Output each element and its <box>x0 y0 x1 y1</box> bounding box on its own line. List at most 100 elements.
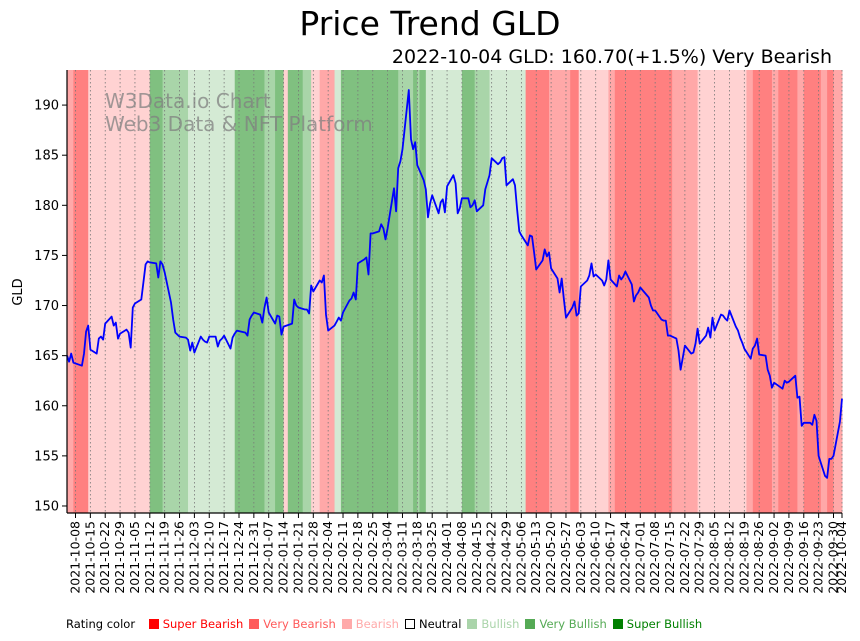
x-tick-label: 2022-02-18 <box>350 521 365 594</box>
legend-swatch <box>148 619 159 629</box>
rating-band <box>578 70 609 513</box>
legend-item: Super Bearish <box>148 617 244 631</box>
x-tick-label: 2021-12-31 <box>246 521 261 594</box>
rating-band <box>608 70 616 513</box>
y-tick-label: 155 <box>34 449 59 464</box>
x-tick-label: 2022-05-27 <box>558 521 573 594</box>
price-line <box>66 89 843 479</box>
x-tick-label: 2022-06-03 <box>573 521 588 594</box>
rating-band <box>803 70 822 513</box>
legend-item-label: Bullish <box>481 617 520 631</box>
x-tick-label: 2022-01-28 <box>305 521 320 594</box>
watermark-line-2: Web3 Data & NFT Platform <box>105 112 373 136</box>
rating-band <box>820 70 828 513</box>
x-tick-label: 2021-12-10 <box>201 521 216 594</box>
x-tick-label: 2021-10-15 <box>82 521 97 594</box>
vertical-gridlines <box>75 70 843 513</box>
rating-band <box>275 70 285 513</box>
rating-band <box>370 70 399 513</box>
rating-band <box>797 70 805 513</box>
y-axis-ticks: 150 155 160 165 170 175 180 185 190 <box>34 99 67 514</box>
x-tick-label: 2022-05-13 <box>528 521 543 594</box>
rating-band <box>264 70 276 513</box>
legend-item: Bullish <box>467 617 519 631</box>
y-tick-label: 175 <box>34 249 59 264</box>
rating-band <box>188 70 236 513</box>
x-axis-ticks: 2021-10-08 2021-10-15 2021-10-22 2021-10-29… <box>67 513 849 594</box>
legend-swatch <box>341 619 352 629</box>
x-tick-label: 2022-01-07 <box>261 521 276 594</box>
x-tick-label: 2022-04-15 <box>469 521 484 594</box>
x-tick-label: 2022-08-19 <box>736 521 751 594</box>
chart-title: Price Trend GLD <box>299 4 561 43</box>
legend-swatch <box>525 619 536 629</box>
x-tick-label: 2021-11-05 <box>127 521 142 594</box>
rating-band <box>249 70 265 513</box>
x-tick-label: 2022-05-20 <box>543 521 558 594</box>
rating-band <box>697 70 747 513</box>
legend-item-label: Super Bearish <box>162 617 244 631</box>
x-tick-label: 2022-07-22 <box>677 521 692 594</box>
x-tick-label: 2022-04-01 <box>439 521 454 594</box>
rating-band <box>67 70 74 513</box>
x-tick-label: 2022-06-24 <box>617 521 632 594</box>
rating-band <box>88 70 151 513</box>
x-tick-label: 2022-07-15 <box>662 521 677 594</box>
x-tick-label: 2021-11-12 <box>142 521 157 594</box>
x-tick-label: 2022-09-02 <box>766 521 781 594</box>
legend-item: Super Bullish <box>612 617 703 631</box>
legend-item-label: Very Bearish <box>263 617 336 631</box>
y-tick-label: 150 <box>34 499 59 514</box>
rating-band <box>417 70 420 513</box>
x-tick-label: 2021-10-08 <box>67 521 82 594</box>
x-tick-label: 2022-10-04 <box>834 521 849 594</box>
x-tick-label: 2021-12-17 <box>216 521 231 594</box>
watermark: W3Data.io Chart Web3 Data & NFT Platform <box>105 89 373 136</box>
x-tick-label: 2022-03-18 <box>409 521 424 594</box>
price-series <box>66 89 843 479</box>
rating-band <box>413 70 418 513</box>
rating-bands <box>67 70 843 513</box>
rating-band <box>752 70 773 513</box>
x-tick-label: 2021-11-19 <box>157 521 172 594</box>
x-tick-label: 2021-10-22 <box>97 521 112 594</box>
legend-item: Very Bullish <box>525 617 607 631</box>
x-tick-label: 2022-02-11 <box>335 521 350 594</box>
legend-item: Neutral <box>404 617 462 631</box>
chart-subtitle: 2022-10-04 GLD: 160.70(+1.5%) Very Beari… <box>391 46 832 68</box>
x-tick-label: 2021-12-03 <box>186 521 201 594</box>
x-tick-label: 2022-07-08 <box>647 521 662 594</box>
rating-band <box>425 70 463 513</box>
rating-legend: Rating color Super Bearish Very Bearish Be… <box>66 617 708 631</box>
legend-item: Very Bearish <box>249 617 336 631</box>
y-tick-label: 170 <box>34 299 59 314</box>
rating-band <box>302 70 312 513</box>
y-tick-label: 180 <box>34 199 59 214</box>
y-tick-label: 185 <box>34 149 59 164</box>
rating-band <box>771 70 779 513</box>
rating-band <box>833 70 843 513</box>
x-tick-label: 2022-01-21 <box>290 521 305 594</box>
rating-band <box>461 70 476 513</box>
x-tick-label: 2021-12-24 <box>231 521 246 594</box>
x-tick-label: 2022-07-01 <box>632 521 647 594</box>
x-tick-label: 2022-03-11 <box>394 521 409 594</box>
legend-swatch <box>249 619 260 629</box>
x-tick-label: 2022-03-04 <box>380 521 395 594</box>
x-tick-label: 2022-01-14 <box>276 521 291 594</box>
x-tick-label: 2021-11-26 <box>172 521 187 594</box>
x-tick-label: 2022-09-16 <box>796 521 811 594</box>
legend-item-label: Neutral <box>418 617 462 631</box>
x-tick-label: 2022-06-17 <box>603 521 618 594</box>
rating-band <box>287 70 304 513</box>
rating-band <box>489 70 527 513</box>
legend-item-label: Super Bullish <box>626 617 703 631</box>
x-tick-label: 2022-08-05 <box>707 521 722 594</box>
rating-band <box>827 70 835 513</box>
x-tick-label: 2022-09-30 <box>826 521 841 594</box>
rating-band <box>311 70 321 513</box>
x-tick-label: 2022-07-29 <box>692 521 707 594</box>
watermark-line-1: W3Data.io Chart <box>105 89 271 113</box>
legend-item: Bearish <box>341 617 399 631</box>
